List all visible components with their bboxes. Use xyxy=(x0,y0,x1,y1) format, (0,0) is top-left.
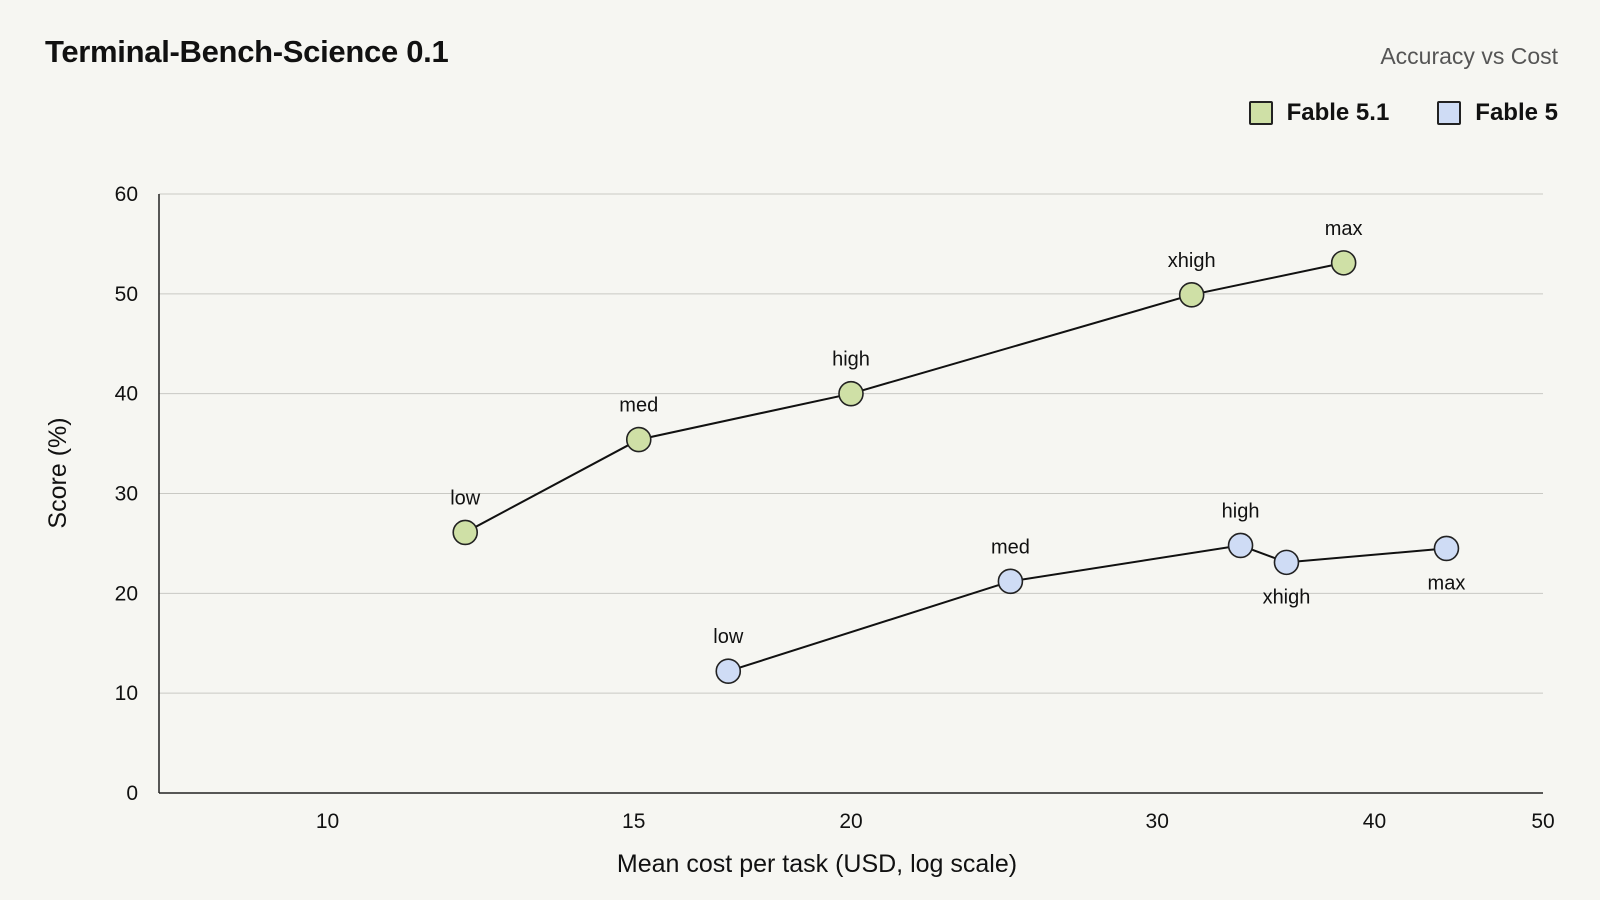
legend-item-fable-5: Fable 5 xyxy=(1437,99,1558,127)
data-point-fable-5-1-high xyxy=(838,380,864,407)
legend-label-fable-5: Fable 5 xyxy=(1475,99,1558,126)
legend: Fable 5.1 Fable 5 xyxy=(1248,99,1558,127)
y-tick-label-30: 30 xyxy=(115,483,138,506)
data-label-fable-5-1-max: max xyxy=(1325,218,1363,240)
x-tick-label-10: 10 xyxy=(316,810,339,833)
series-layer: low med high xhigh max low med high xhigh max xyxy=(450,218,1466,685)
x-tick-label-40: 40 xyxy=(1363,810,1386,833)
data-point-fable-5-1-med xyxy=(625,426,652,453)
x-tick-label-20: 20 xyxy=(839,810,862,833)
data-label-fable-5-1-low: low xyxy=(450,487,481,509)
legend-swatch-fable-5-1 xyxy=(1248,101,1273,125)
y-tick-label-60: 60 xyxy=(115,183,138,206)
data-point-fable-5-low xyxy=(715,658,742,685)
y-tick-label-50: 50 xyxy=(115,283,138,306)
x-tick-label-30: 30 xyxy=(1146,810,1169,833)
y-axis-label: Score (%) xyxy=(44,417,72,528)
data-point-fable-5-max xyxy=(1433,535,1460,562)
data-label-fable-5-high: high xyxy=(1222,500,1260,522)
legend-swatch-fable-5 xyxy=(1437,101,1462,125)
x-axis-label: Mean cost per task (USD, log scale) xyxy=(617,850,1017,878)
data-label-fable-5-med: med xyxy=(991,536,1030,558)
data-label-fable-5-xhigh: xhigh xyxy=(1263,586,1311,608)
y-tick-label-20: 20 xyxy=(115,582,138,605)
data-point-fable-5-1-xhigh xyxy=(1178,282,1205,308)
data-label-fable-5-max: max xyxy=(1428,572,1466,594)
data-point-fable-5-1-max xyxy=(1330,250,1357,276)
series-line-fable-5-1 xyxy=(464,261,1344,534)
y-tick-label-0: 0 xyxy=(126,782,138,805)
x-tick-label-15: 15 xyxy=(622,810,645,833)
y-tick-label-10: 10 xyxy=(115,682,138,705)
data-label-fable-5-low: low xyxy=(713,626,744,648)
data-point-fable-5-high xyxy=(1227,532,1254,559)
y-tick-label-40: 40 xyxy=(115,383,138,406)
series-line-fable-5 xyxy=(727,544,1447,673)
series-fable-5: low med high xhigh max xyxy=(713,500,1466,685)
chart-title: Terminal-Bench-Science 0.1 xyxy=(45,34,449,69)
x-tick-label-50: 50 xyxy=(1531,810,1554,833)
data-label-fable-5-1-xhigh: xhigh xyxy=(1168,250,1216,272)
series-fable-5-1: low med high xhigh max xyxy=(450,218,1363,546)
legend-item-fable-5-1: Fable 5.1 xyxy=(1248,99,1390,127)
data-label-fable-5-1-med: med xyxy=(619,395,658,417)
data-point-fable-5-1-low xyxy=(452,519,479,546)
chart-subtitle: Accuracy vs Cost xyxy=(1380,43,1558,69)
data-point-fable-5-med xyxy=(997,568,1024,595)
legend-label-fable-5-1: Fable 5.1 xyxy=(1286,99,1390,126)
data-point-fable-5-xhigh xyxy=(1273,549,1300,576)
axis-layer: 0 10 20 30 40 50 60 10 15 20 30 40 50 xyxy=(115,183,1555,833)
data-label-fable-5-1-high: high xyxy=(832,349,870,371)
